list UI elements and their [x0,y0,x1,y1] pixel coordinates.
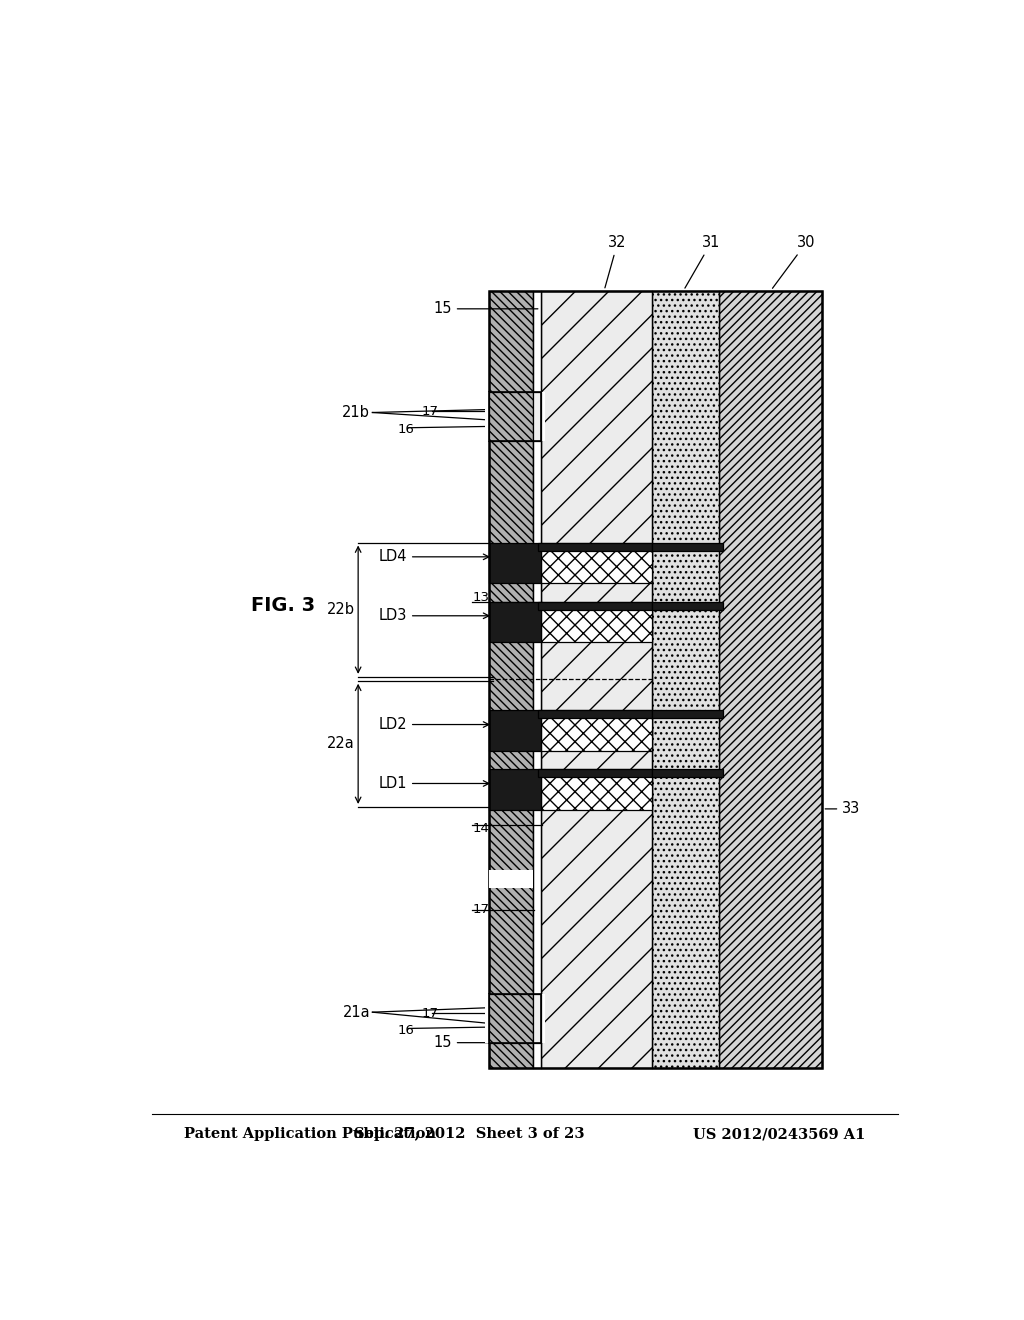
Text: 21a: 21a [342,1005,370,1019]
Bar [489,870,532,888]
Bar [541,290,652,1068]
Bar [719,290,822,1068]
Bar [652,602,723,610]
Bar [489,290,822,1068]
Text: 32: 32 [605,235,627,288]
Text: 31: 31 [685,235,721,288]
Bar [489,602,541,643]
Text: 16: 16 [397,424,415,437]
Bar [541,710,652,751]
Bar [532,392,541,441]
Bar [652,290,719,1068]
Text: LD2: LD2 [379,717,408,733]
Text: 15: 15 [433,301,538,317]
Text: 22b: 22b [327,602,355,618]
Bar [652,710,723,718]
Text: LD3: LD3 [379,609,408,623]
Bar [489,543,541,583]
Text: 21b: 21b [342,405,370,420]
Bar [489,770,541,810]
Text: 17: 17 [422,1007,438,1019]
Bar [485,994,545,1043]
Bar [532,290,541,1068]
Bar [489,392,532,441]
Bar [539,770,652,777]
Text: 17: 17 [422,405,438,418]
Bar [652,770,723,777]
Text: LD1: LD1 [379,776,408,791]
Bar [489,392,541,441]
Text: US 2012/0243569 A1: US 2012/0243569 A1 [692,1127,865,1142]
Text: Sep. 27, 2012  Sheet 3 of 23: Sep. 27, 2012 Sheet 3 of 23 [354,1127,585,1142]
Bar [489,994,532,1043]
Text: 14: 14 [472,822,489,834]
Bar [539,602,652,610]
Bar [541,770,652,810]
Text: 22a: 22a [328,737,355,751]
Bar [539,543,652,550]
Bar [489,994,541,1043]
Text: 15: 15 [433,1035,538,1051]
Bar [652,543,723,550]
Bar [539,710,652,718]
Text: FIG. 3: FIG. 3 [251,597,314,615]
Bar [532,994,541,1043]
Text: 30: 30 [772,235,816,288]
Text: LD4: LD4 [379,549,408,565]
Bar [541,543,652,583]
Bar [489,710,541,751]
Text: 13: 13 [472,591,489,605]
Text: 16: 16 [397,1024,415,1038]
Text: Patent Application Publication: Patent Application Publication [183,1127,435,1142]
Bar [541,602,652,643]
Bar [489,290,532,1068]
Text: 33: 33 [825,801,860,816]
Text: 17: 17 [472,903,489,916]
Bar [485,392,545,441]
